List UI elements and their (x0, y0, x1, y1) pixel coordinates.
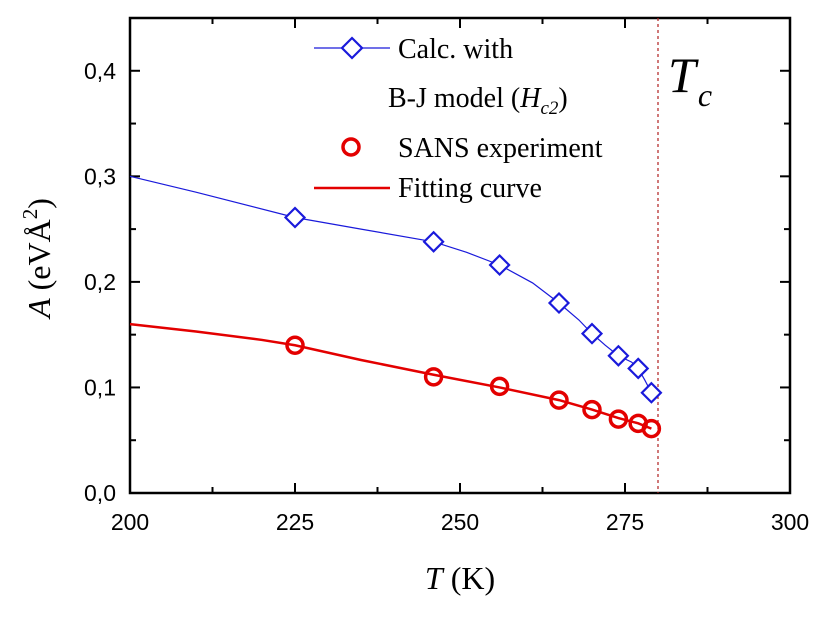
x-tick-label: 225 (276, 509, 314, 535)
sans-point (285, 335, 305, 355)
tc-label: Tc (668, 47, 712, 113)
sans-point (582, 399, 602, 420)
legend-sans-marker (341, 137, 361, 157)
sans-point (608, 409, 629, 429)
sans-point (549, 390, 569, 410)
calc-point (627, 357, 650, 380)
legend: Calc. with B-J model (Hc2) SANS experime… (314, 34, 603, 204)
y-tick-label: 0,0 (84, 480, 116, 506)
x-axis-title: T (K) (425, 560, 495, 596)
legend-calc-label-line2: B-J model (Hc2) (388, 83, 568, 119)
calc-point (422, 230, 445, 253)
y-tick-label: 0,4 (84, 58, 116, 84)
calc-line (129, 175, 652, 393)
x-tick-label: 250 (441, 509, 479, 535)
x-tick-label: 275 (606, 509, 644, 535)
legend-calc-label-line1: Calc. with (398, 34, 513, 65)
y-axis-title: A (eVÅ2) (18, 198, 57, 320)
y-tick-label: 0,2 (84, 269, 116, 295)
legend-fit-label: Fitting curve (398, 173, 542, 204)
y-tick-label: 0,3 (84, 163, 116, 189)
x-tick-label: 300 (771, 509, 809, 535)
calc-point (547, 291, 571, 315)
calc-point (640, 381, 663, 404)
fit-curve (129, 322, 652, 430)
legend-sans-label: SANS experiment (398, 133, 603, 164)
calc-point (607, 344, 630, 367)
calc-point (283, 206, 307, 229)
sans-point (489, 376, 510, 397)
sans-point (641, 418, 662, 439)
tick-labels: 200 225 250 275 300 0,0 0,1 0,2 0,3 0,4 (84, 58, 809, 535)
sans-point (423, 367, 444, 387)
calc-point (580, 322, 604, 345)
series-layer (129, 175, 663, 439)
calc-point (488, 253, 511, 277)
legend-calc-marker (340, 36, 364, 60)
y-tick-label: 0,1 (84, 374, 116, 400)
axis-ticks (129, 17, 791, 494)
x-tick-label: 200 (111, 509, 149, 535)
